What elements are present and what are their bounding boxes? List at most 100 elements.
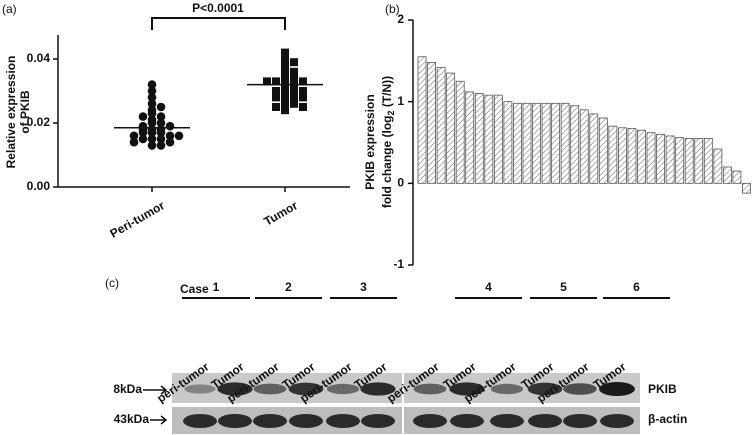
point [290,83,298,92]
marker-label: 43kDa [114,412,150,426]
point [290,74,298,83]
bar [675,137,685,184]
band [288,382,324,396]
y-axis-title: fold change (log2 (T/N)) [380,76,396,208]
bar [589,113,599,184]
point [281,99,289,108]
point [272,87,280,95]
y-tick-label: 2 [397,12,404,26]
point [147,93,157,102]
case-number: 6 [633,280,640,294]
bar [503,101,513,184]
bar [722,166,732,184]
point [165,121,175,131]
point [174,131,184,141]
band [218,414,252,428]
y-tick-label: 0.02 [27,115,51,129]
bar [684,138,694,184]
point [281,48,289,57]
point [272,103,280,111]
point [165,137,175,147]
point [281,64,289,73]
band [326,383,360,395]
bar [427,62,436,184]
point [290,58,298,67]
band [490,383,524,395]
case-number: 5 [560,280,567,294]
case-number: 2 [285,280,292,294]
bar [732,170,742,184]
point [147,141,157,150]
point [138,128,148,137]
band [563,414,597,428]
bar [703,138,713,184]
band [326,414,360,428]
point [138,134,148,144]
point [156,128,166,137]
band [217,382,253,396]
bar [627,128,637,184]
band [599,382,635,396]
bar [560,102,570,184]
point [299,93,307,102]
band-label: PKIB [648,382,677,396]
bar [637,129,646,184]
bar [608,125,618,184]
bar [436,66,446,184]
y-tick-label: 0 [397,176,404,190]
point [147,134,157,144]
point [299,77,307,86]
band [563,383,597,395]
bar [656,133,666,184]
bar [598,117,608,184]
band [450,414,484,428]
point [281,106,289,115]
y-tick-label: 0.04 [27,51,51,65]
case-label: Case [180,282,209,296]
point [156,112,166,121]
point [156,141,166,150]
annotation: P<0.0001 [192,1,244,15]
point [147,86,157,96]
point [147,99,157,109]
case-number: 4 [485,280,492,294]
bar [455,80,465,184]
point [147,128,157,137]
point [272,93,280,102]
band [413,414,447,428]
panel-label: (b) [385,2,400,16]
bar [665,135,675,184]
point [290,99,298,108]
point [299,87,307,95]
band [253,414,287,428]
band [527,382,563,396]
bar [541,102,551,184]
point [263,77,271,86]
point [281,74,289,83]
point [147,109,157,118]
band [413,383,447,395]
panel-label: (a) [2,2,17,16]
case-number: 3 [360,280,367,294]
point [281,83,289,92]
bar [446,72,456,184]
bar [551,102,561,184]
point [138,112,148,121]
bar [532,102,541,184]
bar [713,148,723,184]
bar [465,91,475,184]
case-number: 1 [213,280,220,294]
band [183,414,217,428]
x-tick-label: Peri-tumor [108,198,168,241]
bar [579,109,589,184]
marker-label: 8kDa [113,382,142,396]
bar [694,138,704,184]
bar [522,102,532,184]
point [129,131,139,141]
bar [646,132,656,184]
point [281,90,289,99]
significance-bracket [151,17,286,30]
arrow [160,415,168,425]
band [289,414,323,428]
